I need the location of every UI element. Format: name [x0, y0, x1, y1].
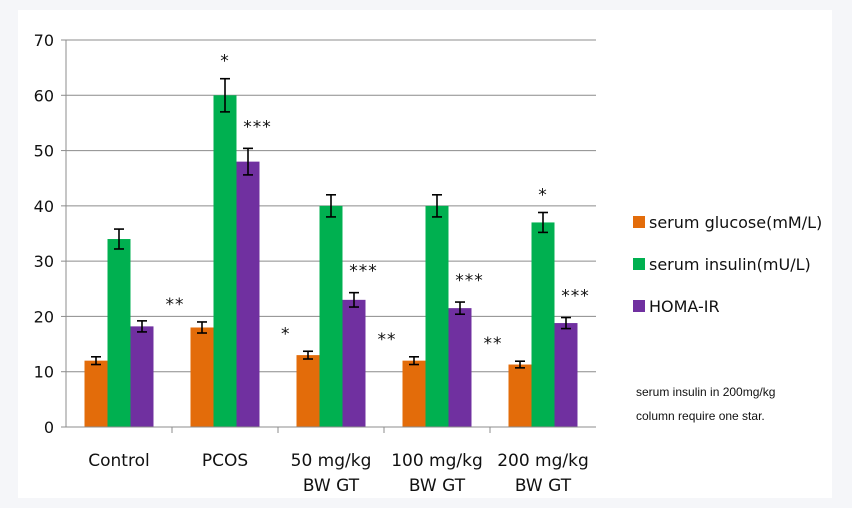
legend-swatch	[633, 300, 645, 312]
significance-mark: *	[220, 52, 230, 72]
bar	[213, 95, 237, 428]
y-tick-label: 60	[34, 86, 54, 105]
bar	[236, 161, 260, 427]
legend-label: serum glucose(mM/L)	[649, 213, 822, 232]
bar	[296, 355, 320, 427]
significance-mark: **	[484, 334, 503, 354]
bar	[448, 308, 472, 427]
significance-mark: **	[378, 330, 397, 350]
x-tick-label: 50 mg/kg	[291, 451, 372, 471]
significance-mark: ***	[561, 287, 590, 307]
legend: serum glucose(mM/L) serum insulin(mU/L) HO…	[633, 213, 822, 316]
x-axis-tick-labels: Control PCOS 50 mg/kg BW GT 100 mg/kg BW GT 20…	[88, 451, 589, 496]
x-tick-label: Control	[88, 451, 149, 471]
x-tick-label: BW GT	[515, 476, 572, 496]
significance-mark: *	[281, 324, 291, 344]
y-tick-label: 20	[34, 307, 54, 326]
significance-mark: *	[538, 185, 548, 205]
significance-mark: **	[166, 295, 185, 315]
error-bars	[91, 77, 571, 369]
significance-mark: ***	[349, 262, 378, 282]
bar	[107, 239, 131, 427]
legend-swatch	[633, 258, 645, 270]
significance-mark: ***	[455, 271, 484, 291]
bar	[342, 299, 366, 427]
significance-annotations: *********************	[166, 52, 590, 355]
y-tick-label: 30	[34, 252, 54, 271]
x-tick-label: 100 mg/kg	[391, 451, 483, 471]
legend-label: serum insulin(mU/L)	[649, 255, 811, 274]
bar	[319, 205, 343, 427]
x-tick-label: BW GT	[303, 476, 360, 496]
y-axis-tick-labels: 0 10 20 30 40 50 60 70	[34, 31, 54, 437]
x-tick-label: 200 mg/kg	[497, 451, 589, 471]
bar	[554, 323, 578, 427]
legend-label: HOMA-IR	[649, 297, 720, 316]
bar	[130, 326, 154, 427]
bars	[84, 95, 578, 428]
bar	[531, 222, 555, 427]
bar	[84, 360, 108, 427]
bar	[402, 360, 426, 427]
y-tick-label: 10	[34, 363, 54, 382]
note-line: serum insulin in 200mg/kg	[636, 385, 775, 399]
axes	[65, 40, 596, 433]
significance-mark: ***	[243, 117, 272, 137]
y-tick-label: 50	[34, 142, 54, 161]
y-tick-label: 40	[34, 197, 54, 216]
x-tick-label: BW GT	[409, 476, 466, 496]
chart-note: serum insulin in 200mg/kg column require …	[636, 385, 775, 423]
y-tick-label: 0	[44, 418, 54, 437]
x-tick-label: PCOS	[202, 451, 248, 471]
note-line: column require one star.	[636, 409, 765, 423]
y-tick-label: 70	[34, 31, 54, 50]
bar	[190, 327, 214, 427]
legend-swatch	[633, 216, 645, 228]
bar	[425, 205, 449, 427]
bar	[508, 364, 532, 427]
